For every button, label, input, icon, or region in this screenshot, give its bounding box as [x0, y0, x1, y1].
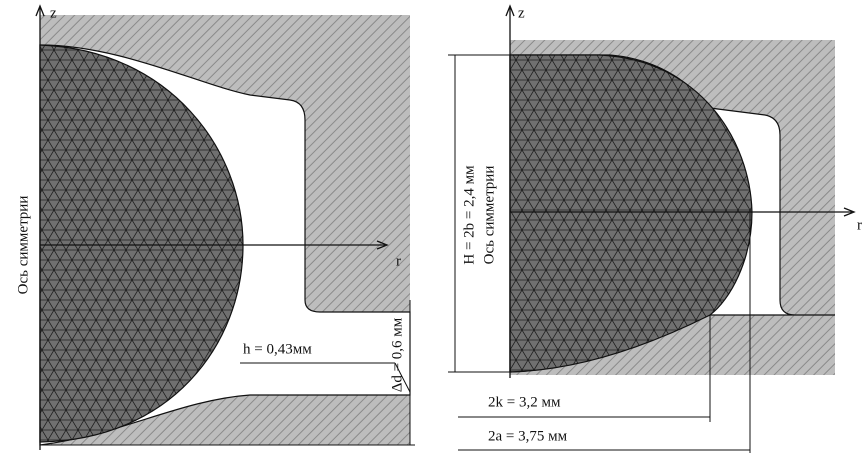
right-panel: z r Ось симметрии H = 2b = 2,4 мм 2k = 3…	[448, 5, 862, 453]
left-panel: z r Ось симметрии h = 0,43мм Δd = 0,6 мм	[15, 5, 415, 450]
dim-label: h = 0,43мм	[243, 341, 312, 357]
dim-label: H = 2b = 2,4 мм	[461, 165, 477, 265]
figure: z r Ось симметрии h = 0,43мм Δd = 0,6 мм…	[0, 0, 866, 455]
axis-label: r	[396, 253, 401, 269]
axis-label: z	[518, 5, 525, 21]
axis-label: r	[857, 217, 862, 233]
dim-label: Δd = 0,6 мм	[389, 317, 405, 392]
axis-label: z	[50, 5, 57, 21]
dim-label: 2k = 3,2 мм	[488, 394, 561, 410]
symmetry-label: Ось симметрии	[481, 166, 497, 265]
symmetry-label: Ось симметрии	[15, 196, 31, 295]
dim-label: 2a = 3,75 мм	[488, 428, 568, 444]
